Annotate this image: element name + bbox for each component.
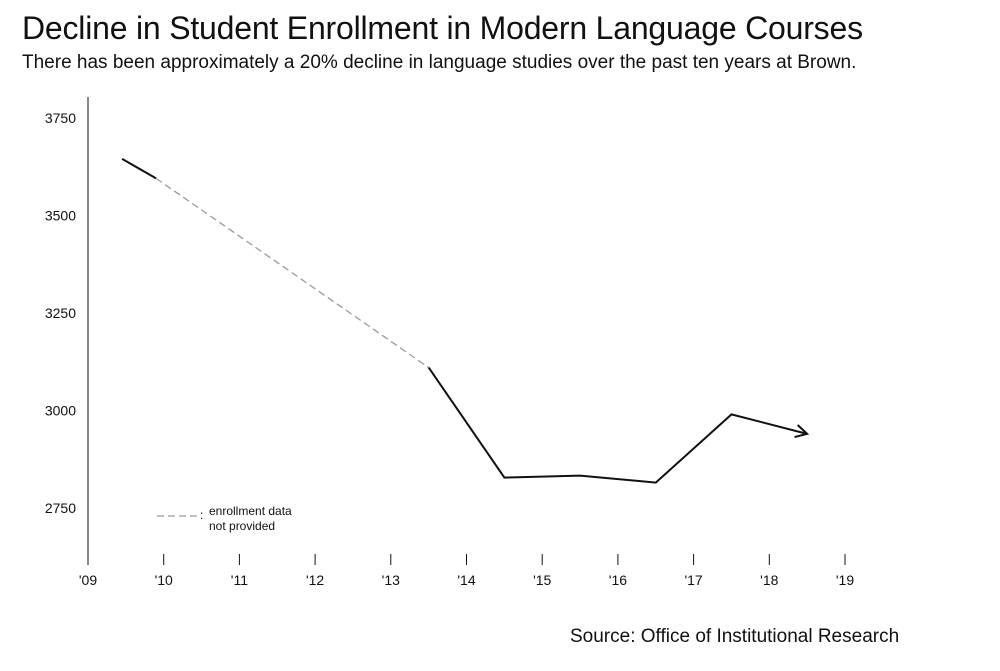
x-tick-label: '09	[79, 572, 97, 588]
dashed-series-line	[155, 177, 430, 369]
chart-title: Decline in Student Enrollment in Modern …	[22, 10, 863, 46]
legend-label: enrollment data	[209, 504, 292, 518]
x-tick-label: '10	[155, 572, 173, 588]
x-tick-label: '12	[306, 572, 324, 588]
x-tick-label: '13	[382, 572, 400, 588]
x-tick-label: '14	[457, 572, 475, 588]
source-note: Source: Office of Institutional Research	[570, 626, 900, 647]
arrowhead	[794, 424, 810, 439]
legend-label: not provided	[209, 519, 275, 533]
x-tick-label: '17	[684, 572, 702, 588]
legend-colon: :	[200, 508, 203, 522]
x-tick-label: '19	[836, 572, 854, 588]
x-tick-label: '11	[231, 572, 248, 588]
x-tick-label: '16	[609, 572, 627, 588]
y-tick-label: 3000	[45, 403, 76, 419]
y-tick-label: 2750	[45, 500, 76, 516]
series-line	[121, 158, 157, 180]
y-tick-label: 3750	[45, 110, 76, 126]
chart-subtitle: There has been approximately a 20% decli…	[22, 52, 857, 73]
y-tick-label: 3500	[45, 208, 76, 224]
x-tick-label: '15	[533, 572, 551, 588]
x-tick-label: '18	[760, 572, 778, 588]
y-tick-label: 3250	[45, 305, 76, 321]
series-line	[427, 367, 808, 484]
